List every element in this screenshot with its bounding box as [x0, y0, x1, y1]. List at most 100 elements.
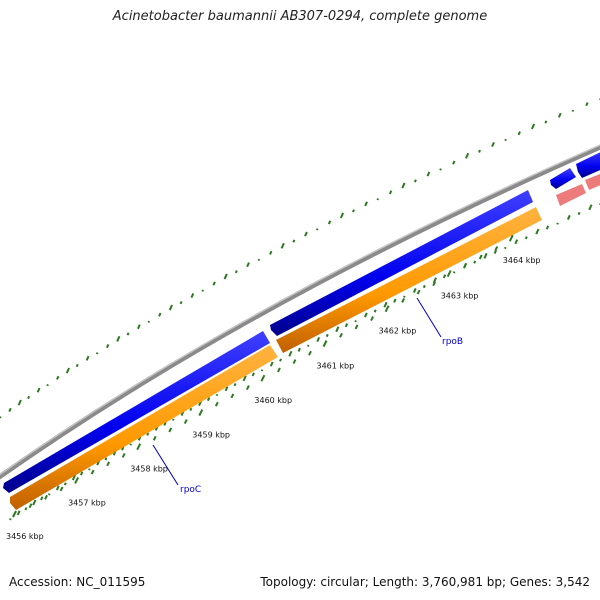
minor-tick	[245, 385, 250, 390]
gc-mark	[171, 418, 175, 421]
gc-mark	[179, 301, 183, 305]
tick-label-3456: 3456 kbp	[6, 532, 44, 541]
gc-mark	[577, 211, 581, 216]
cds-feature-reverse-2[interactable]	[276, 207, 542, 353]
gc-mark	[571, 109, 575, 112]
rna-feature-1[interactable]	[556, 184, 586, 206]
gc-mark	[327, 220, 332, 225]
gc-mark	[354, 320, 357, 323]
tick-mark-3463	[446, 270, 452, 278]
gc-mark	[504, 138, 507, 142]
gc-mark	[234, 270, 238, 274]
forward-strand-track	[3, 150, 600, 493]
gc-mark	[95, 352, 99, 355]
gc-mark	[65, 367, 70, 374]
minor-tick	[370, 316, 374, 322]
gc-mark	[452, 160, 456, 165]
genome-stats-text: Topology: circular; Length: 3,760,981 bp…	[260, 575, 590, 589]
minor-tick	[168, 427, 173, 433]
gc-mark	[412, 287, 417, 293]
gc-mark	[288, 350, 293, 357]
gene-labels: rpoC rpoB	[152, 297, 463, 495]
gc-mark	[535, 228, 540, 235]
gc-mark	[75, 363, 79, 368]
gc-mark	[137, 324, 141, 330]
gc-mark	[524, 236, 528, 240]
gc-mark	[557, 112, 562, 118]
gc-mark	[426, 171, 431, 177]
gc-mark	[189, 407, 193, 412]
minor-tick	[401, 297, 406, 303]
gc-mark	[212, 281, 216, 286]
gc-mark	[201, 289, 204, 292]
minor-tick	[416, 289, 421, 295]
gc-mark	[40, 496, 44, 501]
gc-mark	[260, 369, 264, 372]
cds-feature-rpoc[interactable]	[3, 331, 270, 493]
gc-mark	[344, 323, 349, 328]
minor-tick	[478, 254, 483, 260]
gc-mark	[215, 393, 219, 397]
cds-feature-right-2[interactable]	[576, 150, 600, 178]
tick-label-3458: 3458 kbp	[130, 465, 168, 474]
rpob-leader-line	[416, 297, 442, 338]
minor-tick	[354, 324, 359, 330]
cds-feature-rpob[interactable]	[270, 190, 533, 336]
gc-mark	[297, 347, 301, 352]
gc-mark	[530, 123, 536, 130]
cds-feature-right-1[interactable]	[550, 168, 576, 189]
gc-mark	[388, 190, 393, 195]
gc-mark	[56, 375, 60, 380]
minor-tick	[463, 262, 468, 268]
gc-mark	[206, 396, 211, 402]
minor-tick	[277, 367, 281, 373]
gc-mark	[280, 242, 285, 249]
gc-mark	[32, 499, 37, 506]
gc-mark	[514, 239, 519, 245]
gc-mark	[339, 212, 345, 219]
coordinate-ticks: 3456 kbp 3457 kbp 3458 kbp 3459 kbp 3460 kbp…	[6, 234, 541, 541]
genome-backbone-highlight	[0, 144, 600, 476]
gc-mark	[223, 273, 228, 280]
gc-mark	[517, 131, 521, 136]
gc-mark	[556, 222, 559, 225]
gene-label-rpoc[interactable]: rpoC	[180, 485, 201, 495]
tick-label-3461: 3461 kbp	[317, 362, 355, 371]
gc-mark	[316, 336, 321, 342]
tick-mark-3459	[198, 409, 204, 417]
minor-tick	[308, 350, 312, 356]
gc-mark	[224, 386, 229, 392]
gc-mark	[47, 493, 51, 496]
minor-tick	[90, 469, 95, 475]
gc-mark	[246, 262, 250, 268]
gc-mark	[16, 510, 21, 516]
gc-mark	[146, 432, 150, 436]
tick-mark-3456	[12, 510, 17, 518]
minor-tick	[494, 246, 499, 251]
rna-feature-2[interactable]	[585, 172, 600, 190]
gc-mark	[335, 326, 340, 333]
cds-feature-reverse-1[interactable]	[10, 345, 278, 510]
gene-label-rpob[interactable]: rpoB	[442, 337, 463, 347]
gc-mark	[403, 295, 406, 298]
minor-tick	[339, 332, 343, 338]
map-title: Acinetobacter baumannii AB307-0294, comp…	[112, 9, 488, 24]
tick-mark-3462	[384, 305, 390, 313]
gc-mark	[147, 320, 151, 323]
minor-tick	[44, 494, 48, 500]
minor-tick	[28, 503, 33, 509]
gc-mark	[17, 399, 22, 406]
gc-mark	[393, 298, 397, 303]
tick-mark-3457	[74, 477, 79, 484]
minor-tick	[106, 461, 111, 467]
minor-tick	[152, 435, 157, 441]
gc-mark	[383, 301, 388, 308]
gc-mark	[126, 332, 130, 336]
gc-mark	[24, 507, 28, 511]
gc-mark	[168, 304, 173, 311]
gc-mark	[376, 198, 380, 201]
gc-mark	[129, 443, 132, 446]
gc-mark	[242, 375, 247, 382]
